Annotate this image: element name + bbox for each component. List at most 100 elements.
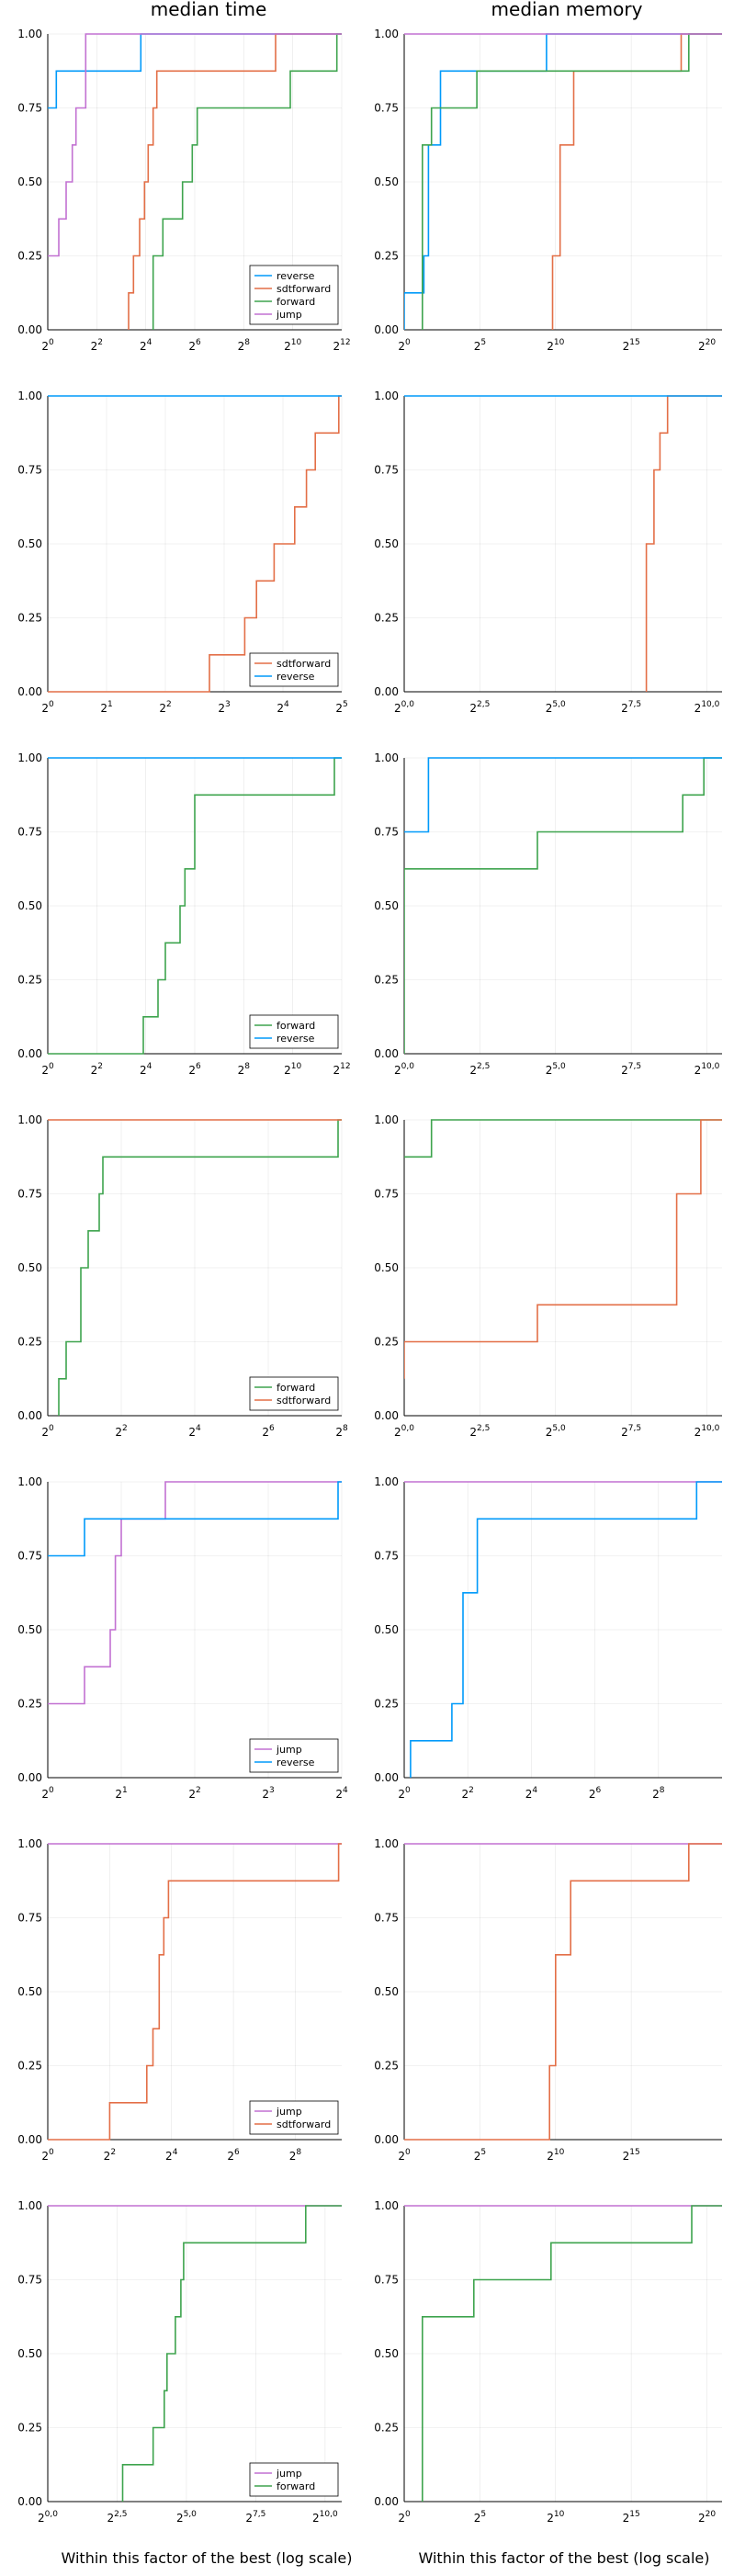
y-tick-label: 0.00	[17, 685, 42, 698]
y-tick-label: 1.00	[17, 751, 42, 764]
x-tick-label: 212	[333, 338, 350, 353]
y-tick-label: 0.75	[17, 826, 42, 839]
y-tick-label: 0.50	[17, 1623, 42, 1636]
y-tick-label: 0.75	[374, 464, 399, 477]
y-tick-label: 0.50	[374, 175, 399, 188]
y-tick-label: 0.00	[374, 1771, 399, 1784]
y-tick-label: 0.75	[17, 464, 42, 477]
y-tick-label: 0.00	[374, 2495, 399, 2508]
y-tick-label: 0.25	[17, 974, 42, 987]
x-tick-label: 24	[188, 1424, 201, 1439]
series-line-jump	[48, 33, 342, 257]
x-tick-label: 25,0	[546, 700, 566, 715]
y-tick-label: 0.00	[17, 1047, 42, 1060]
x-tick-label: 21	[100, 700, 112, 715]
y-tick-label: 0.75	[374, 102, 399, 115]
chart-panel-7-memory: 0.00 0.25 0.50 0.75 1.00 20 25 210 215 220	[374, 2199, 722, 2525]
legend-label-jump: jump	[276, 1744, 302, 1756]
column-title-time: median time	[151, 0, 267, 20]
y-tick-label: 0.50	[374, 537, 399, 550]
y-tick-label: 0.75	[374, 1912, 399, 1925]
x-axis-label-memory: Within this factor of the best (log scal…	[419, 2549, 710, 2567]
x-tick-label: 25	[474, 338, 486, 353]
legend-box	[249, 1376, 339, 1411]
series-line-sdtforward	[551, 33, 722, 330]
series-line-forward	[404, 1119, 722, 1158]
series-line-reverse	[404, 757, 722, 833]
y-tick-label: 1.00	[374, 1475, 399, 1488]
x-tick-label: 20	[398, 2148, 411, 2163]
y-tick-label: 0.25	[374, 2422, 399, 2435]
legend-box	[249, 1014, 339, 1049]
x-tick-label: 220	[698, 338, 716, 353]
chart-panel-4-time: 0.00 0.25 0.50 0.75 1.00 20 22 24 26 28 forwardsdt…	[17, 1113, 348, 1439]
legend-label-forward: forward	[277, 296, 315, 308]
x-tick-label: 28	[289, 2148, 302, 2163]
y-tick-label: 0.50	[17, 175, 42, 188]
y-tick-label: 0.25	[17, 250, 42, 263]
y-tick-label: 0.50	[374, 1261, 399, 1274]
x-tick-label: 210	[284, 338, 301, 353]
chart-panel-6-memory: 0.00 0.25 0.50 0.75 1.00 20 25 210 215	[374, 1837, 722, 2163]
x-tick-label: 22,5	[107, 2510, 127, 2525]
series-line-forward	[421, 2205, 722, 2502]
legend-label-jump: jump	[276, 2106, 302, 2118]
legend-label-reverse: reverse	[277, 270, 315, 282]
x-tick-label: 28	[652, 1786, 665, 1801]
x-tick-label: 24	[335, 1786, 348, 1801]
y-tick-label: 0.50	[17, 2347, 42, 2360]
chart-panel-1-memory: 0.00 0.25 0.50 0.75 1.00 20 25 210 215 220	[374, 28, 722, 353]
y-tick-label: 0.00	[374, 2133, 399, 2146]
x-tick-label: 24	[140, 338, 152, 353]
chart-panel-2-time: 0.00 0.25 0.50 0.75 1.00 20 21 22 23 24 25 sdtforwa…	[17, 390, 347, 715]
x-tick-label: 210,0	[312, 2510, 338, 2525]
y-tick-label: 0.50	[17, 1261, 42, 1274]
y-tick-label: 0.25	[17, 2060, 42, 2073]
chart-panel-1-time: 0.00 0.25 0.50 0.75 1.00 20 22 24 26 28 210 212 reve…	[17, 28, 350, 353]
series-line-forward	[48, 757, 342, 1055]
series-line-reverse	[48, 1481, 342, 1557]
x-tick-label: 20,0	[38, 2510, 58, 2525]
series-line-forward	[58, 1119, 342, 1416]
x-tick-label: 25	[335, 700, 347, 715]
x-tick-label: 215	[623, 338, 640, 353]
y-tick-label: 0.00	[17, 1771, 42, 1784]
y-tick-label: 0.00	[17, 1409, 42, 1422]
y-tick-label: 0.00	[374, 685, 399, 698]
x-tick-label: 22	[188, 1786, 200, 1801]
y-tick-label: 1.00	[17, 2199, 42, 2212]
y-tick-label: 0.50	[17, 537, 42, 550]
y-tick-label: 0.50	[17, 1985, 42, 1998]
y-tick-label: 0.75	[374, 1550, 399, 1563]
series-line-forward	[404, 757, 722, 1054]
y-tick-label: 0.50	[374, 899, 399, 912]
x-tick-label: 210,0	[694, 1062, 720, 1077]
y-tick-label: 1.00	[374, 1837, 399, 1850]
x-tick-label: 22	[115, 1424, 127, 1439]
x-tick-label: 22	[159, 700, 171, 715]
legend-label-sdtforward: sdtforward	[277, 1395, 331, 1407]
x-tick-label: 210	[284, 1062, 301, 1077]
y-tick-label: 0.25	[17, 612, 42, 625]
x-tick-label: 20,0	[394, 700, 414, 715]
x-tick-label: 22,5	[469, 1424, 490, 1439]
x-tick-label: 28	[238, 338, 251, 353]
x-tick-label: 28	[238, 1062, 251, 1077]
x-tick-label: 22	[462, 1786, 474, 1801]
x-tick-label: 20	[41, 700, 54, 715]
legend-box	[249, 1738, 339, 1773]
chart-panel-6-time: 0.00 0.25 0.50 0.75 1.00 20 22 24 26 28 jumpsdtfor…	[17, 1837, 342, 2163]
y-tick-label: 1.00	[374, 28, 399, 40]
series-line-forward	[421, 33, 722, 330]
y-tick-label: 0.75	[17, 102, 42, 115]
x-tick-label: 23	[262, 1786, 274, 1801]
y-tick-label: 1.00	[17, 1475, 42, 1488]
legend-label-forward: forward	[277, 1020, 315, 1032]
x-axis-label-time: Within this factor of the best (log scal…	[62, 2549, 353, 2567]
y-tick-label: 0.50	[374, 1623, 399, 1636]
x-tick-label: 25,0	[176, 2510, 197, 2525]
x-tick-label: 22,5	[469, 1062, 490, 1077]
